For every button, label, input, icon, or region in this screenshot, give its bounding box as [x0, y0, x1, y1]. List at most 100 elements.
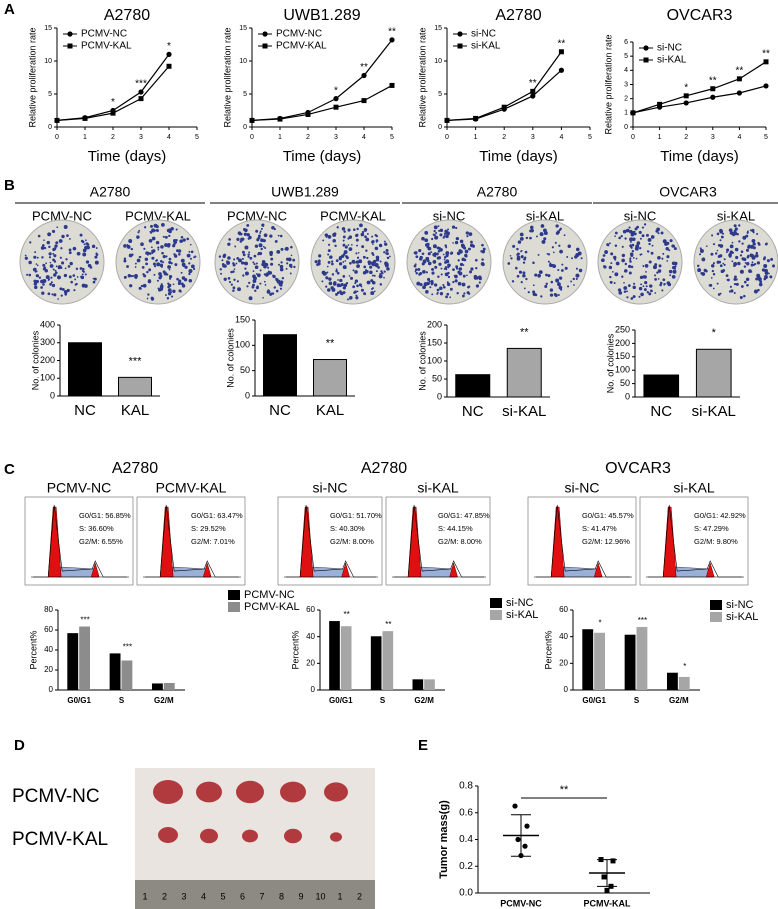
colony	[29, 241, 32, 244]
y-axis-label: Percent%	[290, 630, 300, 669]
colony	[220, 272, 223, 275]
bar	[109, 653, 121, 690]
colony	[517, 240, 522, 244]
colony	[261, 262, 265, 267]
colony	[334, 244, 337, 248]
colony	[672, 269, 677, 274]
colony	[383, 276, 385, 279]
colony	[60, 294, 63, 297]
colony	[151, 236, 156, 241]
bar	[506, 347, 542, 398]
colony	[757, 288, 760, 292]
colony	[371, 240, 375, 244]
colony	[67, 265, 71, 268]
colony	[53, 293, 57, 297]
colony	[360, 232, 365, 237]
colony	[325, 276, 329, 280]
y-tick-label: 60	[306, 605, 315, 614]
x-tick-label: KAL	[316, 402, 344, 419]
colony	[343, 250, 348, 255]
colony	[620, 235, 623, 238]
colony	[523, 257, 526, 261]
colony	[68, 251, 72, 255]
ruler-number: 6	[240, 891, 245, 901]
colony	[385, 252, 388, 255]
colony	[72, 274, 76, 277]
colony	[262, 296, 264, 299]
colony	[547, 253, 551, 256]
colony	[270, 262, 274, 266]
colony	[329, 255, 333, 259]
x-tick-label: S	[119, 696, 125, 705]
bar	[313, 359, 347, 397]
x-tick-label: NC	[74, 402, 96, 419]
colony	[246, 223, 250, 227]
legend-label: si-KAL	[726, 611, 758, 623]
colony	[551, 246, 554, 249]
colony	[249, 256, 253, 260]
colony	[355, 260, 360, 264]
colony	[769, 275, 773, 279]
colony	[434, 283, 438, 287]
colony	[750, 270, 753, 273]
colony	[717, 254, 721, 258]
marker	[683, 93, 689, 99]
ruler-number: 10	[315, 891, 325, 901]
colony	[344, 260, 347, 262]
colony	[543, 231, 548, 236]
bar	[163, 682, 175, 690]
plate	[502, 219, 588, 305]
colony	[744, 261, 747, 264]
colony	[244, 245, 249, 250]
significance: **	[388, 27, 396, 38]
colony	[167, 265, 171, 269]
group-label: PCMV-NC	[12, 786, 100, 807]
colony	[130, 247, 134, 251]
colony	[371, 287, 374, 290]
colony	[558, 285, 563, 290]
marker	[610, 858, 616, 864]
colony	[558, 244, 561, 247]
panel-title: UWB1.289	[271, 184, 339, 200]
colony	[45, 262, 47, 265]
y-tick-label: 20	[44, 665, 53, 674]
colony	[347, 298, 350, 301]
colony	[369, 270, 373, 275]
colony	[639, 253, 642, 256]
colony	[646, 250, 650, 253]
colony	[610, 262, 613, 265]
y-tick-label: 15	[44, 25, 52, 32]
line	[251, 84, 393, 121]
colony	[764, 275, 768, 279]
colony	[539, 232, 544, 237]
colony	[241, 261, 245, 265]
colony	[664, 241, 668, 246]
colony	[354, 270, 358, 274]
colony	[538, 270, 543, 274]
colony	[347, 244, 350, 246]
tumor	[153, 780, 183, 804]
colony	[162, 254, 166, 259]
colony	[518, 270, 523, 274]
colony	[649, 284, 653, 288]
colony	[284, 246, 289, 251]
colony	[57, 298, 59, 300]
colony	[520, 280, 523, 284]
y-tick-label: 20	[559, 658, 568, 667]
colony	[425, 256, 430, 261]
colony	[53, 273, 57, 277]
colony	[69, 261, 73, 266]
colony	[439, 233, 443, 237]
colony	[370, 291, 375, 296]
colony	[342, 291, 346, 294]
hist-fit	[648, 504, 742, 578]
colony	[379, 283, 383, 286]
colony	[458, 271, 463, 276]
colony	[347, 237, 350, 240]
colony	[290, 265, 293, 269]
colony	[372, 259, 377, 264]
y-tick-label: 0.6	[459, 807, 473, 818]
colony	[725, 251, 728, 254]
colony	[459, 239, 464, 244]
colony	[546, 252, 549, 255]
